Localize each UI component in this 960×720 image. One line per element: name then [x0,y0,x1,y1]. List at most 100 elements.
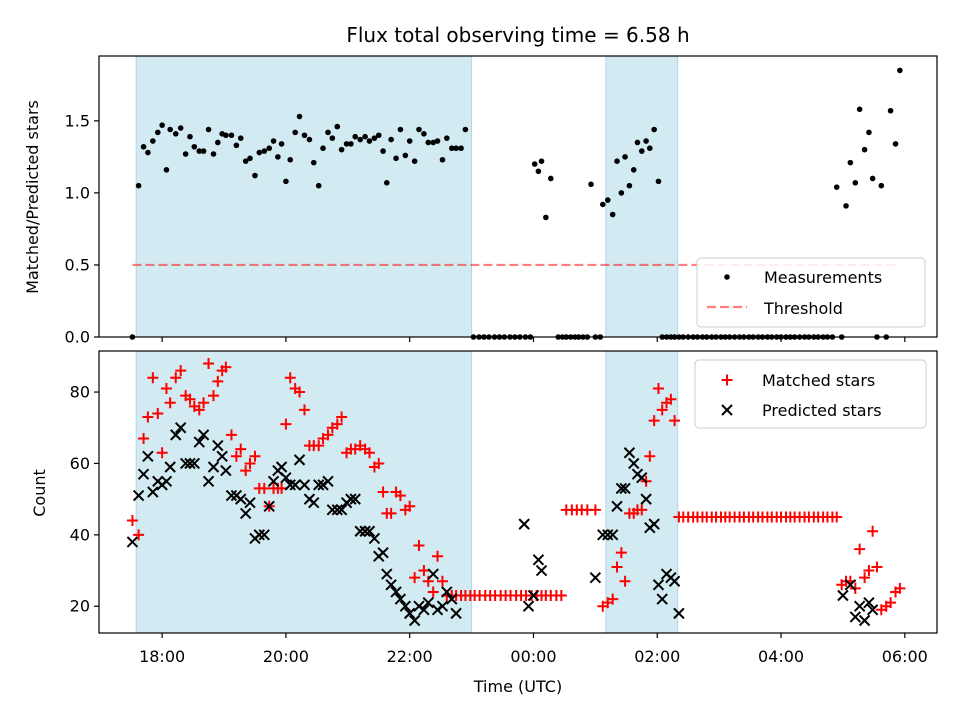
data-point [656,593,668,605]
data-point [228,132,235,139]
data-point [252,172,258,179]
data-point [159,122,165,128]
data-point [609,211,616,218]
data-point [249,450,261,462]
data-point [409,572,421,584]
data-point [132,489,145,502]
data-point [174,422,187,434]
data-point [276,482,288,494]
data-point [205,126,212,133]
data-point [652,382,664,394]
data-point [651,126,657,133]
data-point [655,178,662,185]
data-point [235,493,247,505]
data-point [668,575,681,587]
data-point [444,135,450,141]
data-point [831,511,843,523]
y-tick-label: 0.0 [65,328,90,347]
data-point [897,67,903,74]
data-point [293,454,306,466]
data-point [182,151,189,157]
data-point [359,525,371,537]
data-point [175,365,187,377]
data-point [196,148,203,154]
data-point [844,579,857,591]
data-point [147,486,159,498]
data-point [140,143,147,150]
data-point [606,529,619,541]
data-point [622,154,628,160]
data-point [399,600,412,612]
data-point [142,450,154,463]
data-point [640,493,652,505]
plot-frame [98,55,938,338]
data-point [427,568,439,580]
bottom-panel: 20 40 60 80 [70,350,938,638]
data-point [167,126,173,133]
data-point [147,372,159,384]
data-point [527,589,540,602]
data-point [531,161,538,167]
bottom-y-axis-title: Count [30,469,49,517]
data-point [418,604,430,616]
x-tick-label: 06:00 [882,647,928,666]
data-point [418,565,430,577]
data-point [833,184,840,190]
data-point [385,579,397,591]
data-point [604,197,611,203]
data-point [357,136,363,143]
data-point [656,404,668,416]
data-point [263,500,275,512]
data-point [402,152,409,159]
data-point [535,168,542,175]
data-point [368,532,381,545]
data-point [322,475,334,487]
data-point [380,148,386,154]
data-point [191,143,198,150]
data-point [284,479,296,491]
data-point [235,443,247,455]
data-point [885,597,897,609]
data-point [188,457,201,470]
data-point [548,175,554,182]
data-point [278,141,285,147]
y-tick-label: 20 [70,597,90,616]
data-point [322,429,334,441]
data-point [648,415,660,427]
data-point [348,141,354,147]
data-point [363,447,375,459]
data-point [294,386,306,398]
data-point [184,393,196,405]
data-point [142,411,154,423]
data-point [287,156,294,163]
data-point [611,500,623,512]
data-point [441,586,453,598]
data-point [313,479,325,491]
data-point [298,479,311,491]
y-tick-label: 60 [70,454,90,473]
data-point [439,156,446,163]
top-y-axis-title: Matched/Predicted stars [23,100,42,294]
observing-window [135,55,473,338]
data-point [198,397,210,409]
data-point [892,141,899,147]
data-point [843,203,849,209]
data-point [588,181,594,188]
data-point [458,145,464,152]
data-point [863,565,875,577]
data-point [385,507,397,519]
data-point [878,182,885,189]
data-point [225,429,237,441]
data-point [866,604,879,616]
data-point [320,145,326,152]
data-point [275,154,281,160]
data-point [335,504,348,516]
data-point [861,146,868,153]
data-point [538,158,545,164]
data-point [177,125,184,131]
data-point [233,142,240,149]
data-point [416,126,422,133]
data-point [197,429,210,441]
data-point [352,133,359,140]
data-point [555,590,567,602]
